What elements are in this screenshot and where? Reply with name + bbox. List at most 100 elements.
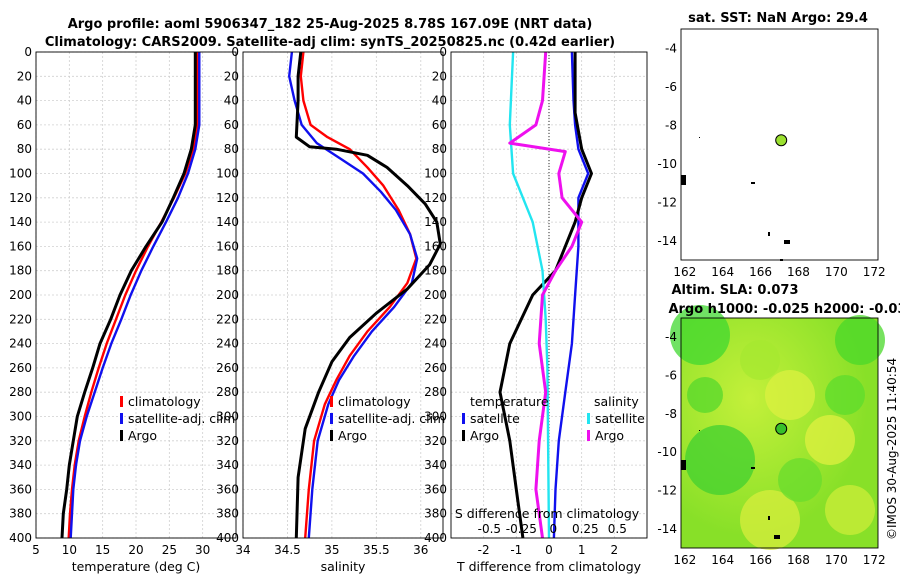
map-y-tick-label: -14 <box>657 234 677 248</box>
legend-label-t-satellite: satellite <box>470 411 520 426</box>
sla-map-title-line2: Argo h1000: -0.025 h2000: -0.032 <box>668 302 900 317</box>
legend-swatch-climatology <box>120 396 123 407</box>
island-outline <box>681 175 686 185</box>
x-tick-label: 34 <box>235 543 250 557</box>
island-outline <box>784 240 790 244</box>
sla-patch <box>687 377 723 413</box>
x-tick-label: 36 <box>413 543 428 557</box>
y-tick-label: 120 <box>424 191 447 205</box>
x-tick-label-top: -0.25 <box>506 522 537 536</box>
legend-label-climatology: climatology <box>338 394 411 409</box>
map-x-tick-label: 170 <box>825 265 848 279</box>
x-tick-label: -2 <box>478 543 490 557</box>
y-tick-label: 80 <box>224 142 239 156</box>
argo-location-marker <box>775 422 788 435</box>
island-outline <box>681 460 686 470</box>
legend-swatch-argo <box>330 430 333 441</box>
sla-patch <box>670 305 730 365</box>
x-axis-label: T difference from climatology <box>456 559 642 574</box>
x-tick-label: 15 <box>95 543 110 557</box>
x-tick-label: 30 <box>195 543 210 557</box>
legend-title-temperature: temperature <box>470 394 549 409</box>
plot-frame <box>35 51 237 539</box>
map-x-tick-label: 172 <box>863 265 886 279</box>
y-tick-label: 320 <box>216 434 239 448</box>
y-tick-label: 300 <box>424 410 447 424</box>
plot-frame <box>450 51 648 539</box>
map-x-tick-label: 172 <box>863 553 886 567</box>
y-tick-label: 80 <box>17 142 32 156</box>
temperature-legend: climatology satellite-adj. clim Argo <box>120 394 235 443</box>
sla-map-title-line1: Altim. SLA: 0.073 <box>672 283 799 298</box>
legend-label-s-argo: Argo <box>595 428 624 443</box>
y-tick-label: 140 <box>9 215 32 229</box>
legend-swatch-satellite <box>330 413 333 424</box>
map-frame <box>680 28 879 261</box>
x-tick-label-top: 0.5 <box>608 522 627 536</box>
series-line-argo <box>60 52 197 539</box>
island-outline <box>774 535 780 539</box>
y-tick-label: 220 <box>424 312 447 326</box>
y-tick-label: 140 <box>216 215 239 229</box>
y-tick-label: 380 <box>216 507 239 521</box>
map-y-tick-label: -4 <box>665 330 677 344</box>
map-frame <box>680 317 879 549</box>
x-tick-label: 35 <box>324 543 339 557</box>
series-line-t-argo <box>498 52 593 539</box>
y-tick-label: 220 <box>9 312 32 326</box>
sst-map-title: sat. SST: NaN Argo: 29.4 <box>688 11 868 26</box>
y-tick-label: 100 <box>9 167 32 181</box>
island-outline <box>768 232 770 236</box>
sla-patch <box>805 415 855 465</box>
y-tick-label: 200 <box>9 288 32 302</box>
sla-patch <box>825 485 875 535</box>
y-tick-label: 340 <box>216 458 239 472</box>
y-tick-label: 260 <box>9 361 32 375</box>
legend-label-s-satellite: satellite <box>595 411 645 426</box>
imos-watermark: ©IMOS 30-Aug-2025 11:40:54 <box>885 358 899 540</box>
y-tick-label: 320 <box>424 434 447 448</box>
legend-swatch-s-satellite <box>587 413 590 424</box>
island-outline <box>699 137 700 138</box>
figure-title-line2: Climatology: CARS2009. Satellite-adj cli… <box>45 35 615 50</box>
x-tick-label: 25 <box>162 543 177 557</box>
sla-map-panel: 162 164 166 168 170 172 -4 -6 -8 -10 -12 -14 <box>657 305 886 567</box>
y-tick-label: 20 <box>224 69 239 83</box>
map-y-tick-label: -6 <box>665 80 677 94</box>
y-tick-label: 60 <box>17 118 32 132</box>
y-tick-label: 240 <box>216 337 239 351</box>
sst-map-panel: 162 164 166 168 170 172 -4 -6 -8 -10 -12 -14 <box>657 28 886 279</box>
x-tick-label: 34.5 <box>274 543 301 557</box>
y-tick-label: 160 <box>216 239 239 253</box>
x-tick-label: 20 <box>128 543 143 557</box>
figure-title-line1: Argo profile: aoml 5906347_182 25-Aug-20… <box>68 17 593 32</box>
y-tick-label: 40 <box>17 94 32 108</box>
map-y-tick-label: -6 <box>665 369 677 383</box>
map-y-tick-label: -12 <box>657 484 677 498</box>
x-tick-label: 2 <box>611 543 619 557</box>
x-tick-label: -1 <box>510 543 522 557</box>
sla-patch <box>765 370 815 420</box>
sla-patch <box>778 458 822 502</box>
y-tick-label: 400 <box>9 531 32 545</box>
legend-swatch-argo <box>120 430 123 441</box>
y-tick-label: 120 <box>9 191 32 205</box>
plot-frame <box>242 51 444 539</box>
y-tick-label: 40 <box>224 94 239 108</box>
legend-swatch-climatology <box>330 396 333 407</box>
y-tick-label: 400 <box>424 531 447 545</box>
map-y-tick-label: -12 <box>657 195 677 209</box>
island-outline <box>751 467 755 469</box>
y-tick-label: 260 <box>424 361 447 375</box>
legend-swatch-t-argo <box>462 430 465 441</box>
y-tick-label: 180 <box>424 264 447 278</box>
y-tick-label: 0 <box>24 45 32 59</box>
map-x-tick-label: 162 <box>673 265 696 279</box>
map-x-tick-label: 168 <box>787 553 810 567</box>
y-tick-label: 380 <box>424 507 447 521</box>
y-tick-label: 0 <box>231 45 239 59</box>
y-tick-label: 0 <box>439 45 447 59</box>
legend-swatch-t-satellite <box>462 413 465 424</box>
legend-title-salinity: salinity <box>594 394 639 409</box>
